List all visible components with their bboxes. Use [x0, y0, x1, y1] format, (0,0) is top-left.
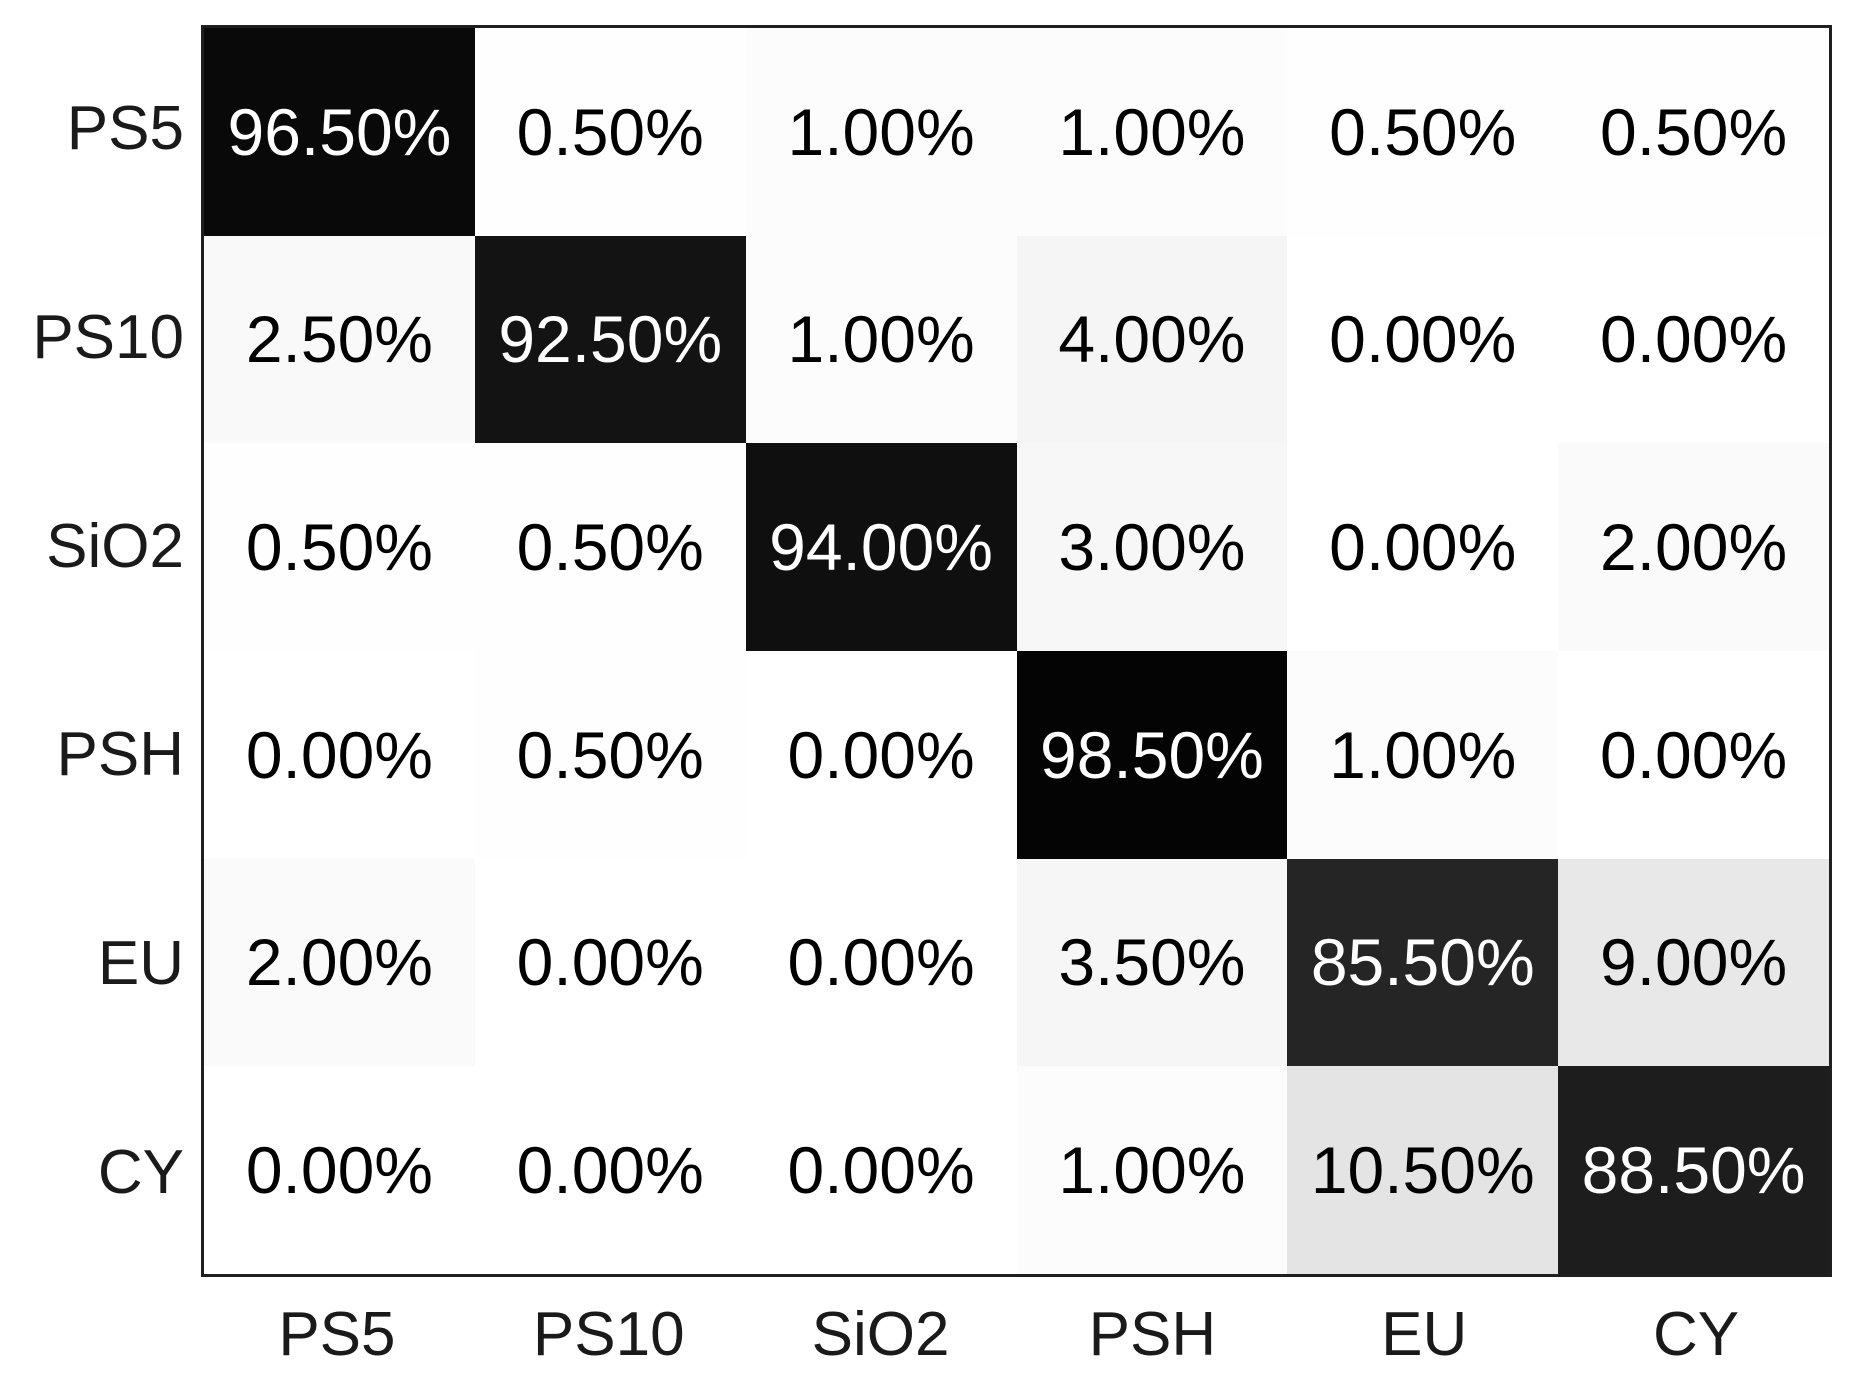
heatmap-cell: 0.50% [474, 443, 746, 651]
y-axis-label: PSH [56, 720, 184, 790]
heatmap-cell: 0.50% [474, 28, 746, 236]
heatmap-cell: 0.00% [1287, 235, 1559, 444]
heatmap-cell: 98.50% [1016, 651, 1288, 859]
heatmap-cell: 85.50% [1287, 858, 1559, 1067]
heatmap-cell: 3.00% [1016, 443, 1288, 651]
heatmap-cell: 0.00% [745, 1066, 1017, 1274]
heatmap-cell: 94.00% [745, 443, 1017, 651]
y-axis-label: EU [97, 929, 184, 999]
heatmap-cell: 4.00% [1016, 235, 1288, 444]
y-axis-labels: PS5 PS10 SiO2 PSH EU CY [0, 25, 184, 1277]
heatmap-cell: 0.00% [745, 858, 1017, 1067]
x-axis-label: PS10 [532, 1300, 685, 1369]
y-axis-label: CY [97, 1137, 184, 1207]
heatmap-cell: 88.50% [1558, 1066, 1829, 1274]
heatmap-cell: 3.50% [1016, 858, 1288, 1067]
heatmap-cell: 0.50% [1287, 28, 1559, 236]
y-axis-label: PS10 [32, 303, 184, 372]
x-axis-label: SiO2 [811, 1300, 950, 1369]
heatmap-cell: 9.00% [1558, 858, 1829, 1067]
x-axis-labels: PS5 PS10 SiO2 PSH EU CY [201, 1277, 1832, 1393]
heatmap-cell: 92.50% [474, 235, 746, 444]
y-axis-label: PS5 [66, 94, 184, 164]
x-axis-label: EU [1381, 1300, 1468, 1369]
heatmap-cell: 1.00% [1016, 1066, 1288, 1274]
x-axis-label: PS5 [278, 1300, 396, 1369]
heatmap-cell: 1.00% [745, 235, 1017, 444]
heatmap-cell: 0.00% [1287, 443, 1559, 651]
heatmap-grid: 96.50% 0.50% 1.00% 1.00% 0.50% 0.50% 2.50% 92.5… [201, 25, 1832, 1277]
x-axis-label: CY [1652, 1300, 1740, 1369]
heatmap-cell: 2.00% [1558, 443, 1829, 651]
heatmap-cell: 10.50% [1287, 1066, 1559, 1274]
heatmap-cell: 0.00% [474, 1066, 746, 1274]
x-axis-label: PSH [1088, 1300, 1217, 1369]
heatmap-cell: 0.00% [1558, 235, 1829, 444]
heatmap-cell: 0.00% [204, 651, 475, 859]
heatmap-cell: 0.50% [204, 443, 475, 651]
heatmap-cell: 1.00% [745, 28, 1017, 236]
heatmap-cell: 2.50% [204, 235, 475, 444]
heatmap-cell: 0.50% [474, 651, 746, 859]
heatmap-cell: 0.00% [1558, 651, 1829, 859]
heatmap-cell: 0.00% [204, 1066, 475, 1274]
heatmap-cell: 0.50% [1558, 28, 1829, 236]
heatmap-cell: 2.00% [204, 858, 475, 1067]
heatmap-cell: 1.00% [1287, 651, 1559, 859]
heatmap-cell: 1.00% [1016, 28, 1288, 236]
heatmap-cell: 0.00% [474, 858, 746, 1067]
heatmap-cell: 96.50% [204, 28, 475, 236]
y-axis-label: SiO2 [46, 511, 184, 581]
heatmap-cell: 0.00% [745, 651, 1017, 859]
